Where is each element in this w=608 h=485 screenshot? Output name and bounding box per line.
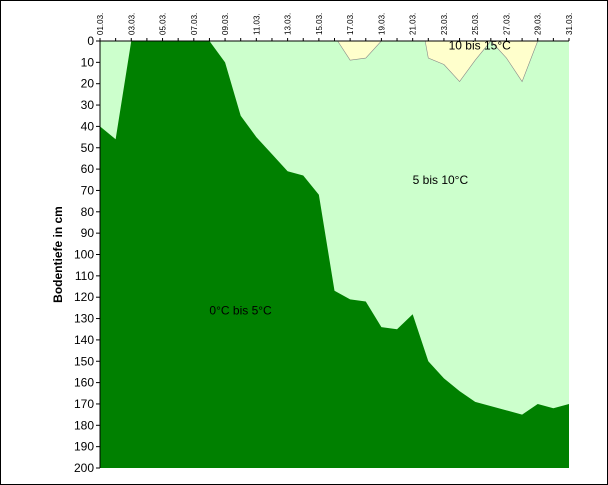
y-axis-label: Bodentiefe in cm (51, 206, 65, 303)
y-tick-label: 30 (81, 98, 95, 112)
y-ticks: 0 10 20 30 40 50 60 70 80 90 100 110 120 130 140 150 160… (74, 34, 100, 475)
x-tick-label: 23.03. (440, 13, 449, 35)
x-tick-label: 13.03. (284, 13, 293, 35)
y-tick-label: 110 (75, 269, 94, 283)
y-tick-label: 190 (74, 440, 94, 454)
y-tick-label: 20 (81, 77, 95, 91)
y-tick-label: 130 (74, 312, 94, 326)
y-tick-label: 80 (81, 205, 95, 219)
y-tick-label: 140 (74, 333, 94, 347)
y-tick-label: 70 (81, 183, 95, 197)
x-tick-label: 07.03. (190, 13, 199, 35)
zone-10-15-areas (337, 40, 539, 83)
y-tick-label: 200 (74, 461, 94, 475)
y-tick-label: 40 (81, 119, 95, 133)
y-tick-label: 10 (81, 55, 95, 69)
y-tick-label: 60 (81, 162, 95, 176)
x-ticks: 01.03. 03.03. 05.03. 07.03. 09.03. 11.03. 13.0… (96, 13, 574, 41)
x-tick-label: 11.03. (252, 13, 261, 35)
x-tick-label: 03.03. (127, 13, 136, 35)
y-tick-label: 170 (74, 397, 94, 411)
x-tick-label: 01.03. (96, 13, 105, 35)
y-tick-label: 50 (81, 141, 95, 155)
x-tick-label: 05.03. (159, 13, 168, 35)
x-tick-label: 31.03. (565, 13, 574, 35)
x-tick-label: 29.03. (534, 13, 543, 35)
x-tick-label: 27.03. (502, 13, 511, 35)
y-tick-label: 100 (74, 248, 94, 262)
y-tick-label: 90 (81, 226, 95, 240)
x-tick-label: 17.03. (346, 13, 355, 35)
region-label-5-10: 5 bis 10°C (413, 173, 469, 187)
x-tick-label: 09.03. (221, 13, 230, 35)
y-tick-label: 0 (87, 34, 94, 48)
y-tick-label: 120 (74, 290, 94, 304)
x-tick-label: 25.03. (471, 13, 480, 35)
region-label-10-15: 10 bis 15°C (449, 39, 512, 53)
x-tick-label: 21.03. (409, 13, 418, 35)
y-tick-label: 180 (74, 418, 94, 432)
region-label-0-5: 0°C bis 5°C (209, 303, 272, 317)
y-tick-label: 150 (74, 354, 94, 368)
x-tick-label: 19.03. (377, 13, 386, 35)
zone-0-5-area (100, 41, 569, 468)
x-tick-label: 15.03. (315, 13, 324, 35)
y-tick-label: 160 (74, 376, 94, 390)
